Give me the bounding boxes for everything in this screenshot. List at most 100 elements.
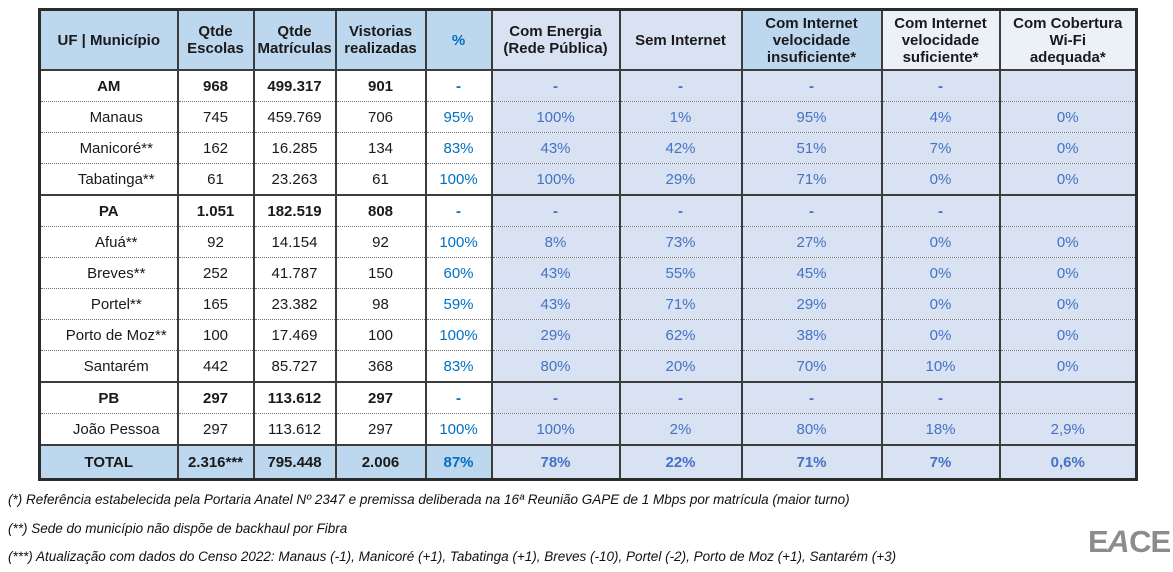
cell-name: João Pessoa (38, 413, 178, 445)
cell-sem-internet: - (618, 381, 742, 414)
cell-pct: 83% (424, 350, 492, 382)
vistorias-table: UF | Município Qtde Escolas Qtde Matrícu… (38, 8, 1138, 481)
cell-pct: - (424, 69, 492, 102)
cell-matriculas: 23.382 (252, 288, 336, 320)
cell-vel-insuficiente: 29% (740, 288, 882, 320)
cell-sem-internet: - (618, 194, 742, 227)
cell-vistorias: 134 (334, 132, 426, 164)
col-header-uf-municipio: UF | Município (38, 9, 178, 71)
cell-pct: - (424, 381, 492, 414)
cell-pct: 60% (424, 257, 492, 289)
cell-escolas: 297 (176, 413, 254, 445)
cell-pct: 59% (424, 288, 492, 320)
cell-wifi: 0% (998, 132, 1137, 164)
cell-vel-suficiente: 4% (880, 101, 1000, 133)
col-header-qtde-escolas: Qtde Escolas (176, 9, 254, 71)
cell-energia: 80% (490, 350, 620, 382)
footnote-backhaul: (**) Sede do município não dispõe de bac… (8, 521, 348, 536)
cell-pct: 100% (424, 226, 492, 258)
cell-escolas: 165 (176, 288, 254, 320)
cell-vel-insuficiente: 71% (740, 163, 882, 195)
eace-logo: EACE (1088, 524, 1171, 559)
footnote-anatel: (*) Referência estabelecida pela Portari… (8, 492, 850, 507)
cell-vel-suficiente: 7% (880, 444, 1000, 480)
cell-vistorias: 297 (334, 381, 426, 414)
row-afua: Afuá** 92 14.154 92 100% 8% 73% 27% 0% 0… (38, 226, 1137, 258)
cell-vel-insuficiente: - (740, 69, 882, 102)
cell-escolas: 297 (176, 381, 254, 414)
cell-sem-internet: - (618, 69, 742, 102)
cell-vistorias: 297 (334, 413, 426, 445)
cell-vistorias: 901 (334, 69, 426, 102)
col-header-qtde-matriculas: Qtde Matrículas (252, 9, 336, 71)
cell-name: Tabatinga** (38, 163, 178, 195)
cell-vel-suficiente: 0% (880, 288, 1000, 320)
cell-wifi (998, 194, 1137, 227)
cell-sem-internet: 55% (618, 257, 742, 289)
cell-sem-internet: 2% (618, 413, 742, 445)
cell-pct: 100% (424, 413, 492, 445)
cell-escolas: 61 (176, 163, 254, 195)
row-porto-de-moz: Porto de Moz** 100 17.469 100 100% 29% 6… (38, 319, 1137, 351)
cell-pct: 100% (424, 163, 492, 195)
cell-name: Santarém (38, 350, 178, 382)
cell-vel-suficiente: - (880, 194, 1000, 227)
cell-wifi: 0% (998, 226, 1137, 258)
cell-vistorias: 368 (334, 350, 426, 382)
cell-sem-internet: 20% (618, 350, 742, 382)
cell-matriculas: 113.612 (252, 413, 336, 445)
cell-escolas: 968 (176, 69, 254, 102)
cell-energia: 43% (490, 132, 620, 164)
cell-pct: 100% (424, 319, 492, 351)
cell-energia: - (490, 69, 620, 102)
row-manicore: Manicoré** 162 16.285 134 83% 43% 42% 51… (38, 132, 1137, 164)
cell-wifi: 0,6% (998, 444, 1137, 480)
cell-escolas: 442 (176, 350, 254, 382)
cell-vistorias: 150 (334, 257, 426, 289)
logo-letter-e: E (1088, 524, 1109, 559)
cell-wifi: 0% (998, 288, 1137, 320)
cell-vel-suficiente: 0% (880, 257, 1000, 289)
col-header-pct: % (424, 9, 492, 71)
cell-matriculas: 41.787 (252, 257, 336, 289)
cell-vel-suficiente: 0% (880, 226, 1000, 258)
col-header-com-energia: Com Energia (Rede Pública) (490, 9, 620, 71)
cell-name: Breves** (38, 257, 178, 289)
row-manaus: Manaus 745 459.769 706 95% 100% 1% 95% 4… (38, 101, 1137, 133)
cell-name: PA (38, 194, 178, 227)
cell-vistorias: 92 (334, 226, 426, 258)
cell-sem-internet: 71% (618, 288, 742, 320)
col-header-vel-insuficiente: Com Internet velocidade insuficiente* (740, 9, 882, 71)
cell-vel-insuficiente: - (740, 381, 882, 414)
cell-matriculas: 459.769 (252, 101, 336, 133)
cell-name: Porto de Moz** (38, 319, 178, 351)
row-breves: Breves** 252 41.787 150 60% 43% 55% 45% … (38, 257, 1137, 289)
cell-vel-insuficiente: 71% (740, 444, 882, 480)
cell-matriculas: 113.612 (252, 381, 336, 414)
cell-vel-suficiente: 0% (880, 163, 1000, 195)
cell-matriculas: 795.448 (252, 444, 336, 480)
cell-name: AM (38, 69, 178, 102)
cell-escolas: 100 (176, 319, 254, 351)
cell-wifi: 0% (998, 101, 1137, 133)
logo-letters-ce: CE (1129, 524, 1171, 559)
cell-sem-internet: 42% (618, 132, 742, 164)
cell-energia: 100% (490, 163, 620, 195)
cell-vel-suficiente: 10% (880, 350, 1000, 382)
cell-name: Manaus (38, 101, 178, 133)
cell-matriculas: 16.285 (252, 132, 336, 164)
cell-matriculas: 17.469 (252, 319, 336, 351)
cell-wifi: 0% (998, 257, 1137, 289)
cell-wifi (998, 69, 1137, 102)
cell-vel-insuficiente: 38% (740, 319, 882, 351)
cell-escolas: 745 (176, 101, 254, 133)
row-portel: Portel** 165 23.382 98 59% 43% 71% 29% 0… (38, 288, 1137, 320)
cell-vistorias: 61 (334, 163, 426, 195)
cell-pct: - (424, 194, 492, 227)
cell-vel-insuficiente: 27% (740, 226, 882, 258)
cell-sem-internet: 1% (618, 101, 742, 133)
row-santarem: Santarém 442 85.727 368 83% 80% 20% 70% … (38, 350, 1137, 382)
header-row: UF | Município Qtde Escolas Qtde Matrícu… (38, 9, 1137, 71)
cell-pct: 95% (424, 101, 492, 133)
